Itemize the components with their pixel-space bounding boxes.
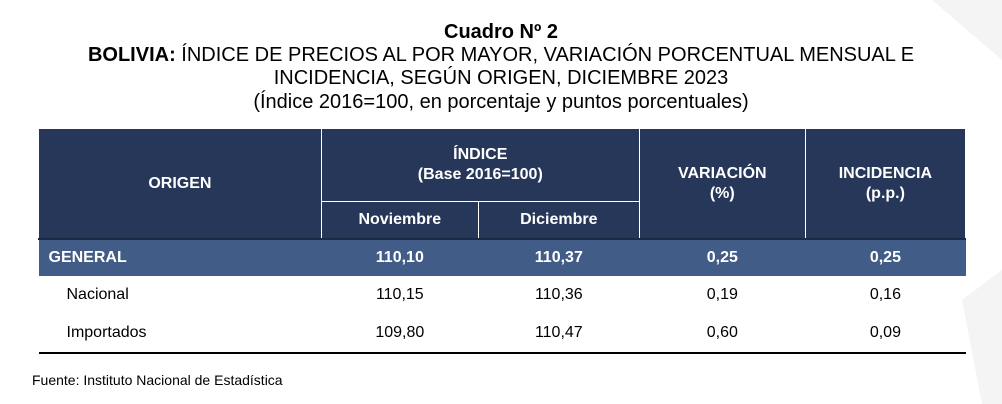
cell-noviembre: 110,10	[321, 238, 479, 276]
cell-variacion: 0,19	[706, 286, 738, 303]
header-variacion-label: VARIACIÓN	[677, 164, 767, 182]
header-indice: ÍNDICE (Base 2016=100)	[320, 128, 640, 202]
cell-variacion: 0,60	[639, 314, 806, 354]
table-row-general: GENERAL 110,10 110,37 0,25 0,25	[38, 238, 966, 276]
cell-incidencia: 0,09	[805, 314, 966, 354]
header-incidencia-unit: (p.p.)	[865, 184, 905, 202]
header-diciembre: Diciembre	[477, 201, 640, 240]
header-noviembre: Noviembre	[320, 201, 479, 240]
header-incidencia: INCIDENCIA (p.p.)	[804, 128, 967, 240]
header-indice-base: (Base 2016=100)	[417, 166, 543, 183]
title-prefix: BOLIVIA:	[87, 44, 176, 66]
title-line1-text: ÍNDICE DE PRECIOS AL POR MAYOR, VARIACIÓ…	[181, 44, 915, 66]
cell-diciembre: 110,47	[478, 314, 640, 354]
background-decoration	[932, 0, 1002, 404]
table-number: Cuadro Nº 2	[444, 21, 558, 43]
price-index-table: ORIGEN ÍNDICE (Base 2016=100) VARIACIÓN …	[38, 128, 967, 354]
table-title-line1: BOLIVIA: ÍNDICE DE PRECIOS AL POR MAYOR,…	[0, 44, 1002, 67]
source-note: Fuente: Instituto Nacional de Estadístic…	[32, 372, 283, 388]
cell-variacion: 0,25	[639, 238, 806, 276]
table-subtitle: (Índice 2016=100, en porcentaje y puntos…	[253, 91, 749, 113]
table-row-importados: Importados 109,80 110,47 0,60 0,09	[38, 314, 966, 354]
header-variacion: VARIACIÓN (%)	[638, 128, 806, 240]
header-variacion-unit: (%)	[709, 184, 735, 202]
table-title-line2: INCIDENCIA, SEGÚN ORIGEN, DICIEMBRE 2023	[273, 67, 729, 89]
cell-origen: Nacional	[66, 286, 129, 303]
cell-noviembre: 109,80	[321, 314, 479, 354]
table-row-nacional: Nacional 110,15 110,36 0,19 0,16	[39, 276, 966, 314]
cell-diciembre: 110,36	[534, 286, 583, 303]
cell-origen: GENERAL	[38, 238, 322, 276]
header-origen: ORIGEN	[38, 128, 322, 240]
cell-origen: Importados	[38, 314, 322, 354]
cell-incidencia: 0,16	[869, 286, 901, 303]
table-title-block: Cuadro Nº 2 BOLIVIA: ÍNDICE DE PRECIOS A…	[0, 20, 1002, 114]
header-incidencia-label: INCIDENCIA	[838, 164, 933, 182]
header-indice-label: ÍNDICE	[453, 146, 508, 163]
cell-incidencia: 0,25	[805, 238, 966, 276]
cell-noviembre: 110,15	[375, 286, 424, 303]
cell-diciembre: 110,37	[478, 238, 640, 276]
